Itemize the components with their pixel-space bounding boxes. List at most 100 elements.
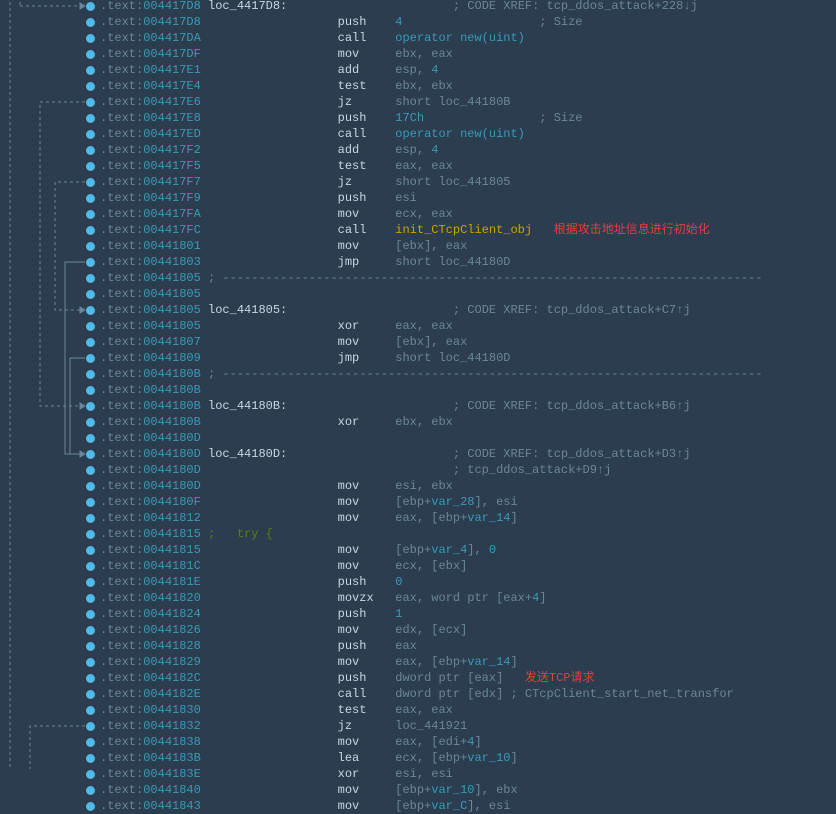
code-line[interactable]: .text:004417F5 test eax, eax — [100, 158, 836, 174]
breakpoint-dot[interactable] — [86, 674, 95, 683]
breakpoint-dot[interactable] — [86, 562, 95, 571]
breakpoint-dot[interactable] — [86, 210, 95, 219]
code-line[interactable]: .text:00441830 test eax, eax — [100, 702, 836, 718]
code-line[interactable]: .text:0044180D — [100, 430, 836, 446]
breakpoint-dot[interactable] — [86, 370, 95, 379]
code-line[interactable]: .text:0044182E call dword ptr [edx] ; CT… — [100, 686, 836, 702]
code-line[interactable]: .text:00441809 jmp short loc_44180D — [100, 350, 836, 366]
breakpoint-dot[interactable] — [86, 450, 95, 459]
breakpoint-dot[interactable] — [86, 626, 95, 635]
breakpoint-dot[interactable] — [86, 642, 95, 651]
code-line[interactable]: .text:004417E4 test ebx, ebx — [100, 78, 836, 94]
breakpoint-dot[interactable] — [86, 466, 95, 475]
breakpoint-dot[interactable] — [86, 786, 95, 795]
code-line[interactable]: .text:004417E1 add esp, 4 — [100, 62, 836, 78]
breakpoint-dot[interactable] — [86, 130, 95, 139]
breakpoint-dot[interactable] — [86, 98, 95, 107]
code-line[interactable]: .text:00441815 ; try { — [100, 526, 836, 542]
breakpoint-dot[interactable] — [86, 306, 95, 315]
code-line[interactable]: .text:00441826 mov edx, [ecx] — [100, 622, 836, 638]
code-line[interactable]: .text:00441838 mov eax, [edi+4] — [100, 734, 836, 750]
code-line[interactable]: .text:00441828 push eax — [100, 638, 836, 654]
code-line[interactable]: .text:004417DF mov ebx, eax — [100, 46, 836, 62]
breakpoint-dot[interactable] — [86, 66, 95, 75]
code-line[interactable]: .text:0044180D mov esi, ebx — [100, 478, 836, 494]
breakpoint-dot[interactable] — [86, 722, 95, 731]
code-line[interactable]: .text:00441803 jmp short loc_44180D — [100, 254, 836, 270]
code-line[interactable]: .text:004417FA mov ecx, eax — [100, 206, 836, 222]
breakpoint-dot[interactable] — [86, 530, 95, 539]
code-listing[interactable]: .text:004417D8 loc_4417D8: ; CODE XREF: … — [100, 0, 836, 767]
code-line[interactable]: .text:004417FC call init_CTcpClient_obj … — [100, 222, 836, 238]
breakpoint-dot[interactable] — [86, 738, 95, 747]
breakpoint-dot[interactable] — [86, 178, 95, 187]
code-line[interactable]: .text:00441805 xor eax, eax — [100, 318, 836, 334]
code-line[interactable]: .text:004417DA call operator new(uint) — [100, 30, 836, 46]
code-line[interactable]: .text:004417E8 push 17Ch ; Size — [100, 110, 836, 126]
breakpoint-dot[interactable] — [86, 610, 95, 619]
breakpoint-dot[interactable] — [86, 194, 95, 203]
code-line[interactable]: .text:00441843 mov [ebp+var_C], esi — [100, 798, 836, 814]
code-line[interactable]: .text:00441824 push 1 — [100, 606, 836, 622]
breakpoint-dot[interactable] — [86, 402, 95, 411]
breakpoint-dot[interactable] — [86, 434, 95, 443]
breakpoint-dot[interactable] — [86, 226, 95, 235]
code-line[interactable]: .text:004417F7 jz short loc_441805 — [100, 174, 836, 190]
code-line[interactable]: .text:0044180D loc_44180D: ; CODE XREF: … — [100, 446, 836, 462]
code-line[interactable]: .text:004417D8 loc_4417D8: ; CODE XREF: … — [100, 0, 836, 14]
breakpoint-dot[interactable] — [86, 2, 95, 11]
code-line[interactable]: .text:0044180B — [100, 382, 836, 398]
breakpoint-dot[interactable] — [86, 594, 95, 603]
breakpoint-dot[interactable] — [86, 338, 95, 347]
breakpoint-dot[interactable] — [86, 386, 95, 395]
code-line[interactable]: .text:00441801 mov [ebx], eax — [100, 238, 836, 254]
breakpoint-dot[interactable] — [86, 290, 95, 299]
code-line[interactable]: .text:00441840 mov [ebp+var_10], ebx — [100, 782, 836, 798]
code-line[interactable]: .text:00441807 mov [ebx], eax — [100, 334, 836, 350]
breakpoint-dot[interactable] — [86, 354, 95, 363]
breakpoint-dot[interactable] — [86, 418, 95, 427]
breakpoint-dot[interactable] — [86, 34, 95, 43]
code-line[interactable]: .text:0044180B loc_44180B: ; CODE XREF: … — [100, 398, 836, 414]
breakpoint-dot[interactable] — [86, 498, 95, 507]
code-line[interactable]: .text:00441812 mov eax, [ebp+var_14] — [100, 510, 836, 526]
code-line[interactable]: .text:0044180B xor ebx, ebx — [100, 414, 836, 430]
code-line[interactable]: .text:004417ED call operator new(uint) — [100, 126, 836, 142]
breakpoint-dot[interactable] — [86, 242, 95, 251]
code-line[interactable]: .text:004417F9 push esi — [100, 190, 836, 206]
breakpoint-dot[interactable] — [86, 114, 95, 123]
code-line[interactable]: .text:0044183E xor esi, esi — [100, 766, 836, 782]
code-line[interactable]: .text:0044180B ; -----------------------… — [100, 366, 836, 382]
breakpoint-dot[interactable] — [86, 658, 95, 667]
code-line[interactable]: .text:0044181C mov ecx, [ebx] — [100, 558, 836, 574]
breakpoint-dot[interactable] — [86, 322, 95, 331]
breakpoint-dot[interactable] — [86, 50, 95, 59]
code-line[interactable]: .text:00441829 mov eax, [ebp+var_14] — [100, 654, 836, 670]
code-line[interactable]: .text:0044180F mov [ebp+var_28], esi — [100, 494, 836, 510]
breakpoint-dot[interactable] — [86, 706, 95, 715]
code-line[interactable]: .text:00441805 ; -----------------------… — [100, 270, 836, 286]
code-line[interactable]: .text:004417F2 add esp, 4 — [100, 142, 836, 158]
code-line[interactable]: .text:00441805 loc_441805: ; CODE XREF: … — [100, 302, 836, 318]
code-line[interactable]: .text:00441805 — [100, 286, 836, 302]
code-line[interactable]: .text:00441815 mov [ebp+var_4], 0 — [100, 542, 836, 558]
breakpoint-dot[interactable] — [86, 162, 95, 171]
code-line[interactable]: .text:004417E6 jz short loc_44180B — [100, 94, 836, 110]
breakpoint-dot[interactable] — [86, 82, 95, 91]
code-line[interactable]: .text:00441832 jz loc_441921 — [100, 718, 836, 734]
code-line[interactable]: .text:0044182C push dword ptr [eax] 发送TC… — [100, 670, 836, 686]
breakpoint-dot[interactable] — [86, 258, 95, 267]
code-line[interactable]: .text:004417D8 push 4 ; Size — [100, 14, 836, 30]
breakpoint-dot[interactable] — [86, 754, 95, 763]
breakpoint-dot[interactable] — [86, 514, 95, 523]
breakpoint-dot[interactable] — [86, 274, 95, 283]
code-line[interactable]: .text:00441820 movzx eax, word ptr [eax+… — [100, 590, 836, 606]
breakpoint-dot[interactable] — [86, 578, 95, 587]
breakpoint-dot[interactable] — [86, 18, 95, 27]
breakpoint-dot[interactable] — [86, 146, 95, 155]
breakpoint-dot[interactable] — [86, 482, 95, 491]
code-line[interactable]: .text:0044183B lea ecx, [ebp+var_10] — [100, 750, 836, 766]
breakpoint-dot[interactable] — [86, 546, 95, 555]
breakpoint-dot[interactable] — [86, 770, 95, 779]
code-line[interactable]: .text:0044181E push 0 — [100, 574, 836, 590]
